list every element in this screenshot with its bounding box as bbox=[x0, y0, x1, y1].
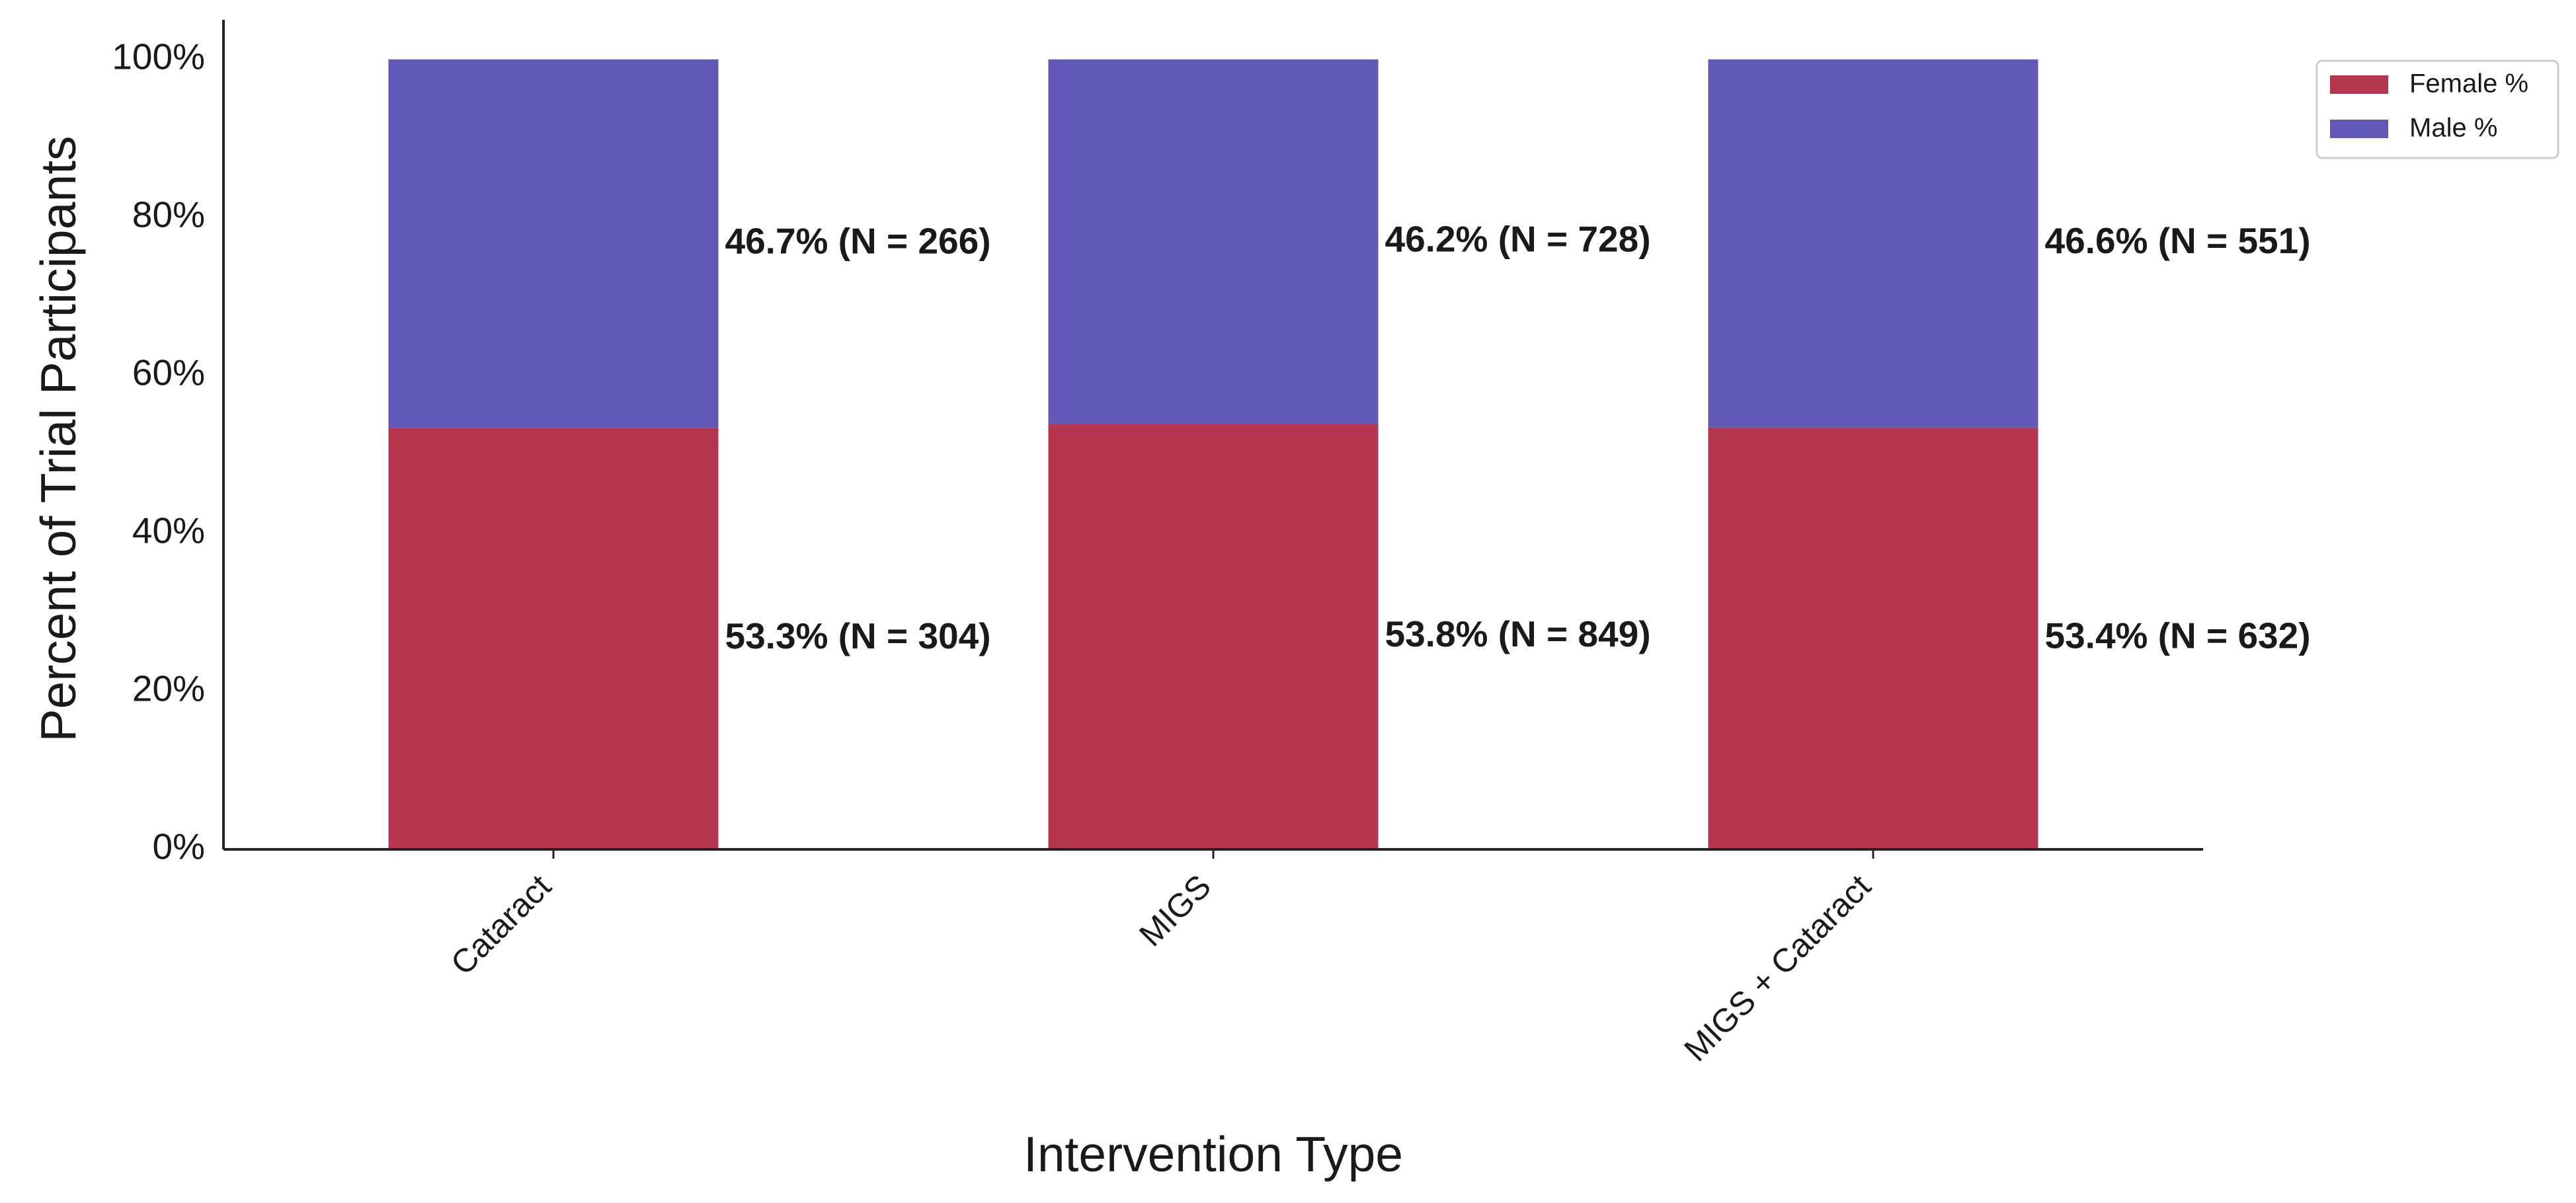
x-axis-label: Intervention Type bbox=[1024, 1126, 1403, 1182]
y-tick-label: 80% bbox=[132, 194, 205, 235]
y-tick-label: 0% bbox=[153, 826, 206, 867]
legend-label: Male % bbox=[2409, 114, 2497, 143]
x-tick-label: Cataract bbox=[444, 867, 558, 982]
x-tick-label: MIGS + Cataract bbox=[1677, 867, 1878, 1068]
bar-segment bbox=[1048, 424, 1379, 849]
bar-segment bbox=[1708, 59, 2038, 428]
bar-segment bbox=[1048, 59, 1379, 424]
y-tick-label: 60% bbox=[132, 352, 205, 393]
value-label: 53.4% (N = 632) bbox=[2045, 615, 2311, 656]
value-label: 53.3% (N = 304) bbox=[725, 615, 991, 656]
legend-label: Female % bbox=[2409, 69, 2528, 98]
value-label: 46.6% (N = 551) bbox=[2045, 220, 2311, 261]
value-label: 46.2% (N = 728) bbox=[1385, 218, 1651, 259]
value-label: 53.8% (N = 849) bbox=[1385, 613, 1651, 654]
bar-segment bbox=[1708, 427, 2038, 849]
legend-swatch bbox=[2330, 75, 2388, 94]
bar-segment bbox=[388, 428, 719, 849]
y-tick-label: 20% bbox=[132, 668, 205, 709]
y-tick-label: 40% bbox=[132, 510, 205, 551]
y-axis-label: Percent of Trial Participants bbox=[30, 136, 86, 742]
x-tick-label: MIGS bbox=[1132, 868, 1218, 954]
bar-segment bbox=[388, 59, 719, 428]
legend-swatch bbox=[2330, 120, 2388, 138]
value-label: 46.7% (N = 266) bbox=[725, 220, 991, 261]
y-tick-label: 100% bbox=[112, 36, 205, 77]
